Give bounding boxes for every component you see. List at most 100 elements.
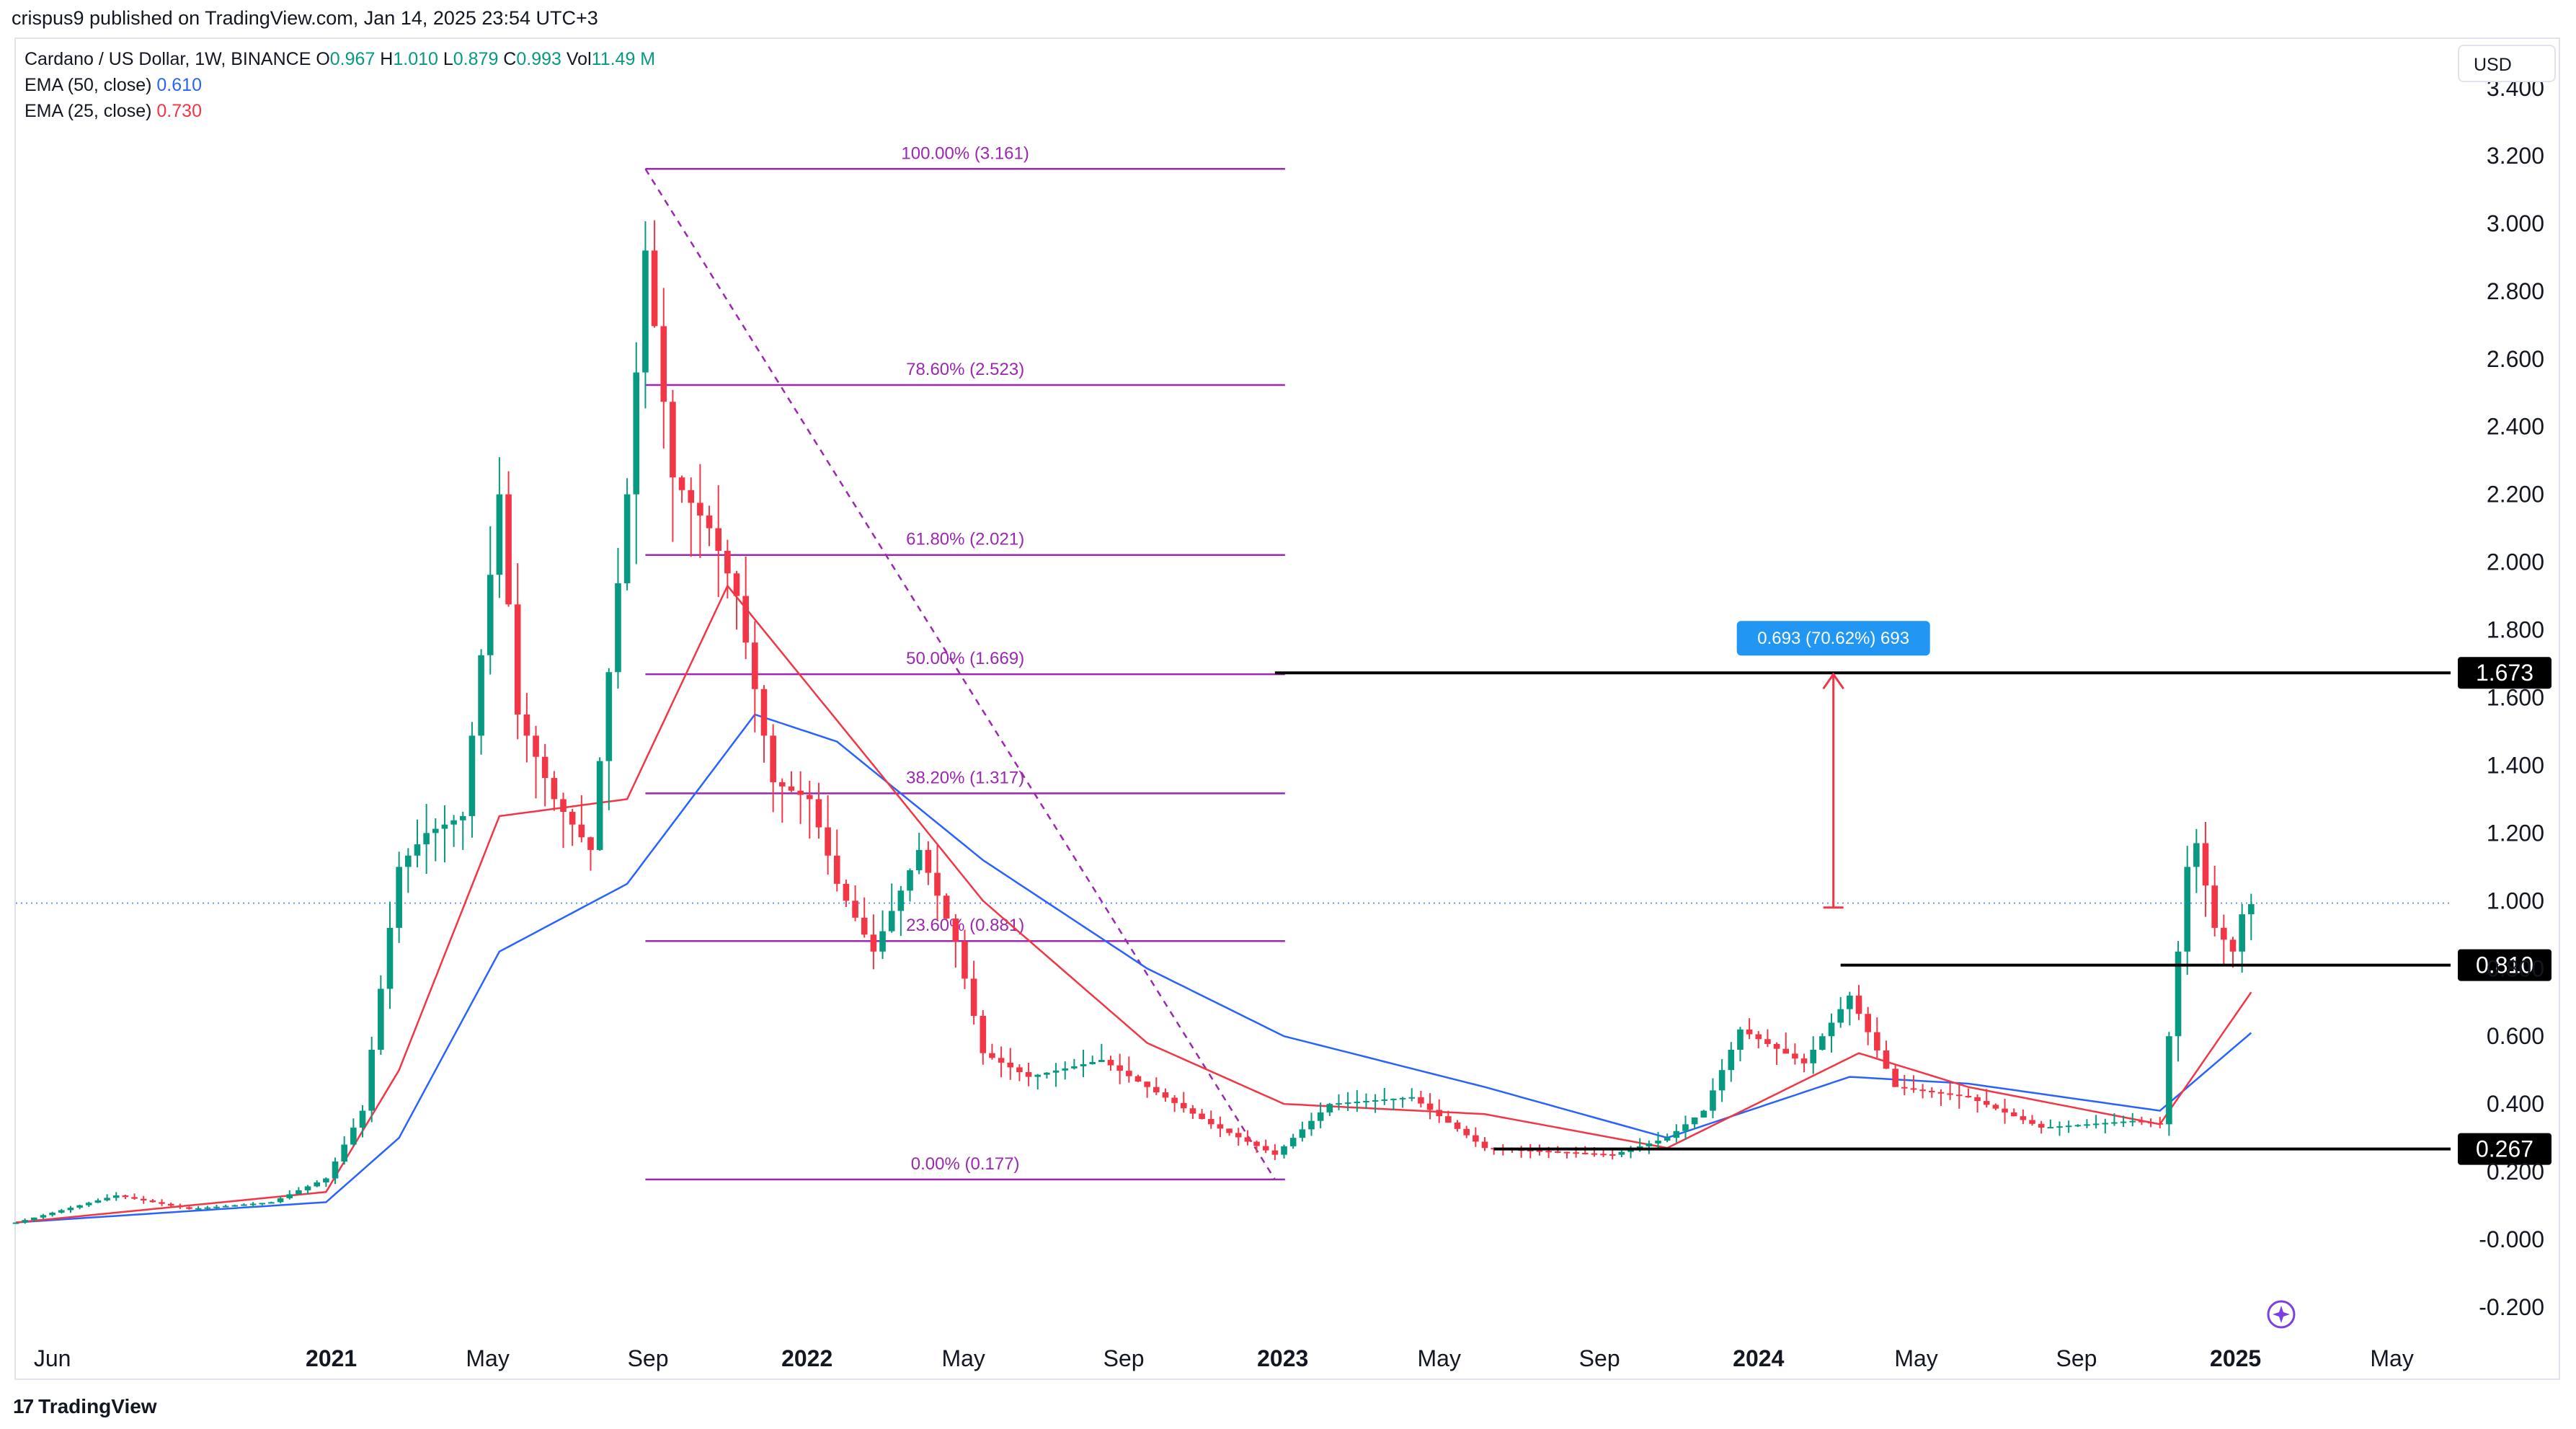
currency-selector[interactable]: USD — [2458, 45, 2556, 82]
candle[interactable] — [907, 868, 913, 902]
candle[interactable] — [1974, 1094, 1981, 1113]
candle[interactable] — [231, 1204, 239, 1207]
candle[interactable] — [1399, 1097, 1406, 1108]
candle[interactable] — [350, 1118, 357, 1146]
candle[interactable] — [1563, 1151, 1571, 1159]
candle[interactable] — [779, 778, 786, 823]
candle[interactable] — [633, 342, 640, 565]
candle[interactable] — [934, 844, 941, 920]
candle[interactable] — [1901, 1074, 1908, 1096]
candle[interactable] — [67, 1205, 74, 1213]
candle[interactable] — [1919, 1084, 1926, 1099]
candle[interactable] — [286, 1190, 293, 1200]
candle[interactable] — [423, 804, 430, 874]
candle[interactable] — [1673, 1124, 1680, 1143]
candle[interactable] — [605, 668, 613, 810]
candle[interactable] — [1426, 1093, 1434, 1120]
ema50-row[interactable]: EMA (50, close) 0.610 — [25, 72, 655, 98]
candle[interactable] — [2147, 1118, 2154, 1128]
candle[interactable] — [314, 1180, 321, 1187]
ema50-line[interactable] — [15, 713, 2252, 1224]
candle[interactable] — [2002, 1098, 2008, 1124]
candle[interactable] — [980, 1010, 987, 1065]
candle[interactable] — [2193, 828, 2200, 893]
candle[interactable] — [2020, 1109, 2027, 1125]
candle[interactable] — [815, 782, 822, 839]
candle[interactable] — [1262, 1139, 1269, 1154]
candle[interactable] — [22, 1218, 28, 1224]
compass-icon[interactable] — [2265, 1298, 2298, 1331]
candle[interactable] — [1289, 1133, 1297, 1149]
candle[interactable] — [2120, 1115, 2127, 1127]
candle[interactable] — [551, 771, 558, 811]
candle[interactable] — [2074, 1124, 2082, 1128]
candle[interactable] — [85, 1201, 92, 1208]
candle[interactable] — [414, 819, 421, 868]
candle[interactable] — [1764, 1029, 1771, 1048]
candle[interactable] — [1928, 1087, 1935, 1098]
candle[interactable] — [2202, 821, 2209, 917]
candle[interactable] — [177, 1203, 184, 1209]
candle[interactable] — [678, 475, 685, 503]
candle[interactable] — [1609, 1149, 1616, 1160]
candle[interactable] — [359, 1105, 366, 1138]
candle[interactable] — [296, 1187, 302, 1195]
candle[interactable] — [514, 563, 521, 740]
candle[interactable] — [587, 836, 594, 871]
candle[interactable] — [788, 771, 795, 792]
candle[interactable] — [1746, 1018, 1753, 1040]
candle[interactable] — [1436, 1099, 1443, 1123]
candle[interactable] — [1728, 1042, 1735, 1082]
candle[interactable] — [1655, 1132, 1661, 1150]
candle[interactable] — [733, 570, 740, 630]
candle[interactable] — [222, 1204, 229, 1208]
candle[interactable] — [1865, 1007, 1871, 1045]
candle[interactable] — [1992, 1103, 1999, 1110]
candle[interactable] — [825, 795, 831, 875]
candle[interactable] — [970, 960, 977, 1025]
candle[interactable] — [1217, 1116, 1224, 1138]
candle[interactable] — [432, 818, 439, 862]
candle[interactable] — [2184, 846, 2191, 975]
candle[interactable] — [1336, 1094, 1342, 1110]
candle[interactable] — [1317, 1102, 1324, 1128]
candle[interactable] — [623, 478, 631, 590]
candle[interactable] — [688, 477, 695, 557]
candle[interactable] — [560, 792, 567, 849]
candle[interactable] — [1153, 1077, 1160, 1095]
candle[interactable] — [1682, 1115, 1689, 1140]
candle[interactable] — [332, 1157, 339, 1185]
candle[interactable] — [1800, 1053, 1808, 1073]
candle[interactable] — [12, 1222, 19, 1224]
candle[interactable] — [368, 1036, 375, 1123]
candle[interactable] — [1408, 1088, 1416, 1102]
candle[interactable] — [541, 743, 548, 807]
candle[interactable] — [140, 1195, 147, 1204]
candle[interactable] — [806, 780, 813, 839]
candle[interactable] — [468, 722, 476, 838]
candle[interactable] — [1308, 1112, 1315, 1136]
candle[interactable] — [797, 771, 804, 824]
candle[interactable] — [1618, 1150, 1625, 1158]
candle[interactable] — [1810, 1036, 1817, 1074]
ema25-row[interactable]: EMA (25, close) 0.730 — [25, 98, 655, 124]
candle[interactable] — [533, 725, 539, 799]
candle[interactable] — [441, 805, 448, 863]
candle[interactable] — [861, 897, 868, 938]
candle[interactable] — [1691, 1117, 1698, 1130]
candle[interactable] — [1299, 1121, 1306, 1142]
candle[interactable] — [1390, 1098, 1397, 1111]
candle[interactable] — [760, 685, 768, 763]
candle[interactable] — [1034, 1074, 1041, 1090]
candle[interactable] — [1025, 1063, 1032, 1087]
candle[interactable] — [879, 910, 886, 960]
candle[interactable] — [1828, 1013, 1835, 1053]
candle[interactable] — [1189, 1105, 1196, 1119]
candle[interactable] — [1253, 1140, 1260, 1153]
candle[interactable] — [915, 833, 923, 875]
candle[interactable] — [2092, 1115, 2100, 1129]
symbol-title[interactable]: Cardano / US Dollar, 1W, BINANCE — [25, 49, 311, 69]
candle[interactable] — [1344, 1092, 1351, 1111]
candle[interactable] — [989, 1043, 995, 1060]
